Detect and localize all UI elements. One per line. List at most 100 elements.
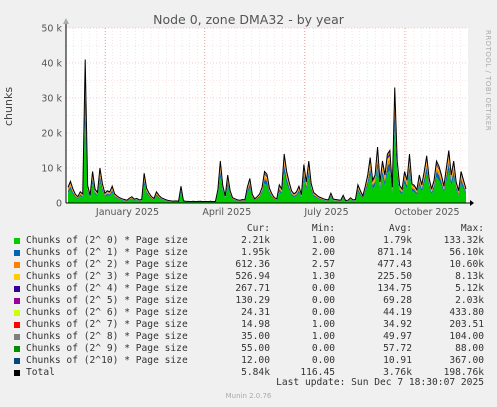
legend-max: 203.51 (449, 319, 484, 330)
legend-swatch (14, 274, 20, 280)
legend-row: Chunks of (2^ 8) * Page size 35.00 1.00 49.… (14, 331, 484, 343)
legend-swatch (14, 322, 20, 328)
legend-name: Chunks of (2^ 4) * Page size (26, 283, 188, 294)
legend-avg: 57.72 (383, 343, 412, 354)
chart-plot: 0 10 k 20 k 30 k 40 k 50 k January 2025 April … (41, 18, 474, 218)
legend-cur: 55.00 (241, 343, 270, 354)
legend-min: 1.00 (311, 235, 335, 246)
legend-name: Total (26, 367, 55, 378)
legend-name: Chunks of (2^ 3) * Page size (26, 271, 188, 282)
legend-max: 198.76k (443, 367, 484, 378)
legend-min: 2.00 (311, 247, 335, 258)
x-tick-label: July 2025 (303, 207, 348, 218)
y-tick-label: 40 k (41, 59, 62, 70)
legend-min: 0.00 (311, 295, 335, 306)
legend-avg: 3.76k (383, 367, 412, 378)
legend-max: 8.13k (455, 271, 484, 282)
legend-min: 2.57 (311, 259, 335, 270)
legend-avg: 34.92 (383, 319, 412, 330)
legend-name: Chunks of (2^ 9) * Page size (26, 343, 188, 354)
legend-swatch (14, 298, 20, 304)
legend-row: Chunks of (2^ 2) * Page size 612.36 2.57 47… (14, 259, 484, 271)
legend-max: 133.32k (443, 235, 484, 246)
legend-cur: 130.29 (235, 295, 270, 306)
x-tick-label: April 2025 (202, 207, 251, 218)
legend-swatch (14, 262, 20, 268)
legend-row: Chunks of (2^10) * Page size 12.00 0.00 10.… (14, 355, 484, 367)
legend-avg: 10.91 (383, 355, 412, 366)
y-tick-label: 20 k (41, 129, 62, 140)
legend-name: Chunks of (2^ 2) * Page size (26, 259, 188, 270)
legend-row: Chunks of (2^ 1) * Page size 1.95k 2.00 871… (14, 247, 484, 259)
legend-min: 116.45 (300, 367, 335, 378)
x-tick-labels: January 2025 April 2025 July 2025 October 2… (95, 207, 460, 218)
legend-row: Chunks of (2^ 6) * Page size 24.31 0.00 44.… (14, 307, 484, 319)
y-tick-labels: 0 10 k 20 k 30 k 40 k 50 k (41, 24, 62, 210)
legend-max: 88.00 (455, 343, 484, 354)
legend-cur: 5.84k (241, 367, 270, 378)
legend-min: 0.00 (311, 307, 335, 318)
legend-row: Chunks of (2^ 9) * Page size 55.00 0.00 57.… (14, 343, 484, 355)
legend-max: 10.60k (449, 259, 484, 270)
legend-rows: Chunks of (2^ 0) * Page size 2.21k 1.00 1.7… (14, 235, 484, 379)
legend-name: Chunks of (2^ 7) * Page size (26, 319, 188, 330)
legend-swatch (14, 346, 20, 352)
legend-swatch (14, 238, 20, 244)
legend-row: Chunks of (2^ 4) * Page size 267.71 0.00 13… (14, 283, 484, 295)
col-max: Max: (460, 223, 484, 234)
legend: Cur: Min: Avg: Max: Chunks of (2^ 0) * P… (14, 223, 484, 379)
legend-avg: 1.79k (383, 235, 412, 246)
x-tick-label: October 2025 (394, 207, 459, 218)
legend-cur: 35.00 (241, 331, 270, 342)
legend-name: Chunks of (2^ 0) * Page size (26, 235, 188, 246)
legend-cur: 14.98 (241, 319, 270, 330)
axes (63, 18, 474, 206)
col-cur: Cur: (246, 223, 270, 234)
legend-cur: 1.95k (241, 247, 270, 258)
col-min: Min: (311, 223, 335, 234)
legend-max: 2.03k (455, 295, 484, 306)
legend-cur: 12.00 (241, 355, 270, 366)
legend-row: Chunks of (2^ 5) * Page size 130.29 0.00 69… (14, 295, 484, 307)
legend-row: Chunks of (2^ 7) * Page size 14.98 1.00 34.… (14, 319, 484, 331)
legend-row: Total 5.84k 116.45 3.76k 198.76k (14, 367, 484, 379)
col-avg: Avg: (388, 223, 412, 234)
legend-min: 1.30 (311, 271, 335, 282)
legend-avg: 871.14 (377, 247, 412, 258)
y-tick-label: 50 k (41, 24, 62, 35)
y-axis-arrow (63, 18, 69, 24)
legend-row: Chunks of (2^ 0) * Page size 2.21k 1.00 1.7… (14, 235, 484, 247)
legend-cur: 2.21k (241, 235, 270, 246)
legend-cur: 267.71 (235, 283, 270, 294)
legend-max: 433.80 (449, 307, 484, 318)
legend-min: 1.00 (311, 319, 335, 330)
chart-title: Node 0, zone DMA32 - by year (153, 12, 344, 27)
legend-cur: 526.94 (235, 271, 270, 282)
legend-swatch (14, 370, 20, 376)
legend-avg: 69.28 (383, 295, 412, 306)
legend-min: 0.00 (311, 343, 335, 354)
y-tick-label: 0 (56, 199, 62, 210)
munin-version: Munin 2.0.76 (225, 392, 272, 400)
legend-min: 1.00 (311, 331, 335, 342)
y-tick-label: 10 k (41, 164, 62, 175)
legend-name: Chunks of (2^ 1) * Page size (26, 247, 188, 258)
legend-name: Chunks of (2^ 6) * Page size (26, 307, 188, 318)
legend-swatch (14, 250, 20, 256)
legend-max: 5.12k (455, 283, 484, 294)
y-tick-label: 30 k (41, 94, 62, 105)
legend-swatch (14, 310, 20, 316)
legend-swatch (14, 334, 20, 340)
legend-avg: 477.43 (377, 259, 412, 270)
legend-name: Chunks of (2^ 5) * Page size (26, 295, 188, 306)
legend-min: 0.00 (311, 355, 335, 366)
legend-cur: 612.36 (235, 259, 270, 270)
total-line (67, 59, 467, 203)
x-axis-arrow (470, 200, 474, 206)
legend-header: Cur: Min: Avg: Max: (14, 223, 484, 235)
rrdtool-credit: RRDTOOL / TOBI OETIKER (484, 30, 492, 132)
series-areas (68, 59, 466, 203)
legend-swatch (14, 286, 20, 292)
legend-avg: 225.50 (377, 271, 412, 282)
last-update: Last update: Sun Dec 7 18:30:07 2025 (276, 377, 484, 388)
